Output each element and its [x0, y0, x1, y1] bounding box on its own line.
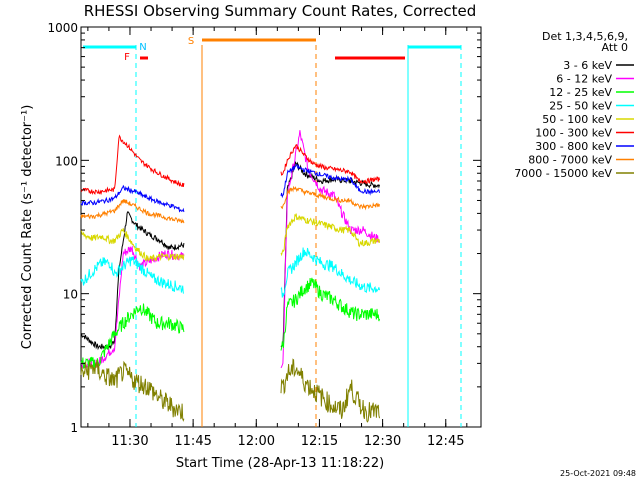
x-tick-label: 12:00	[238, 434, 275, 449]
x-tick-label: 11:45	[174, 434, 211, 449]
series-line-300-800kev	[80, 184, 185, 213]
y-tick-label: 10	[63, 288, 78, 302]
legend-header-line-1: Det 1,3,4,5,6,9,	[542, 30, 628, 43]
legend-label: 800 - 7000 keV	[528, 154, 612, 167]
legend-label: 50 - 100 keV	[542, 113, 612, 126]
series-line-800-7000kev	[280, 185, 380, 211]
series-layer	[80, 130, 380, 423]
series-line-800-7000kev	[80, 198, 185, 224]
y-axis-label: Corrected Count Rate (s⁻¹ detector⁻¹)	[20, 105, 35, 350]
annotation-f: F	[124, 52, 130, 63]
y-tick-label: 100	[55, 154, 78, 168]
series-line-3-6kev	[81, 211, 185, 351]
footer-date: 25-Oct-2021 09:48	[560, 469, 636, 478]
y-tick-label: 1000	[47, 21, 78, 35]
chart-title: RHESSI Observing Summary Count Rates, Co…	[84, 2, 477, 20]
series-line-12-25kev	[80, 303, 185, 371]
plot-frame	[80, 26, 482, 428]
series-line-25-50kev	[80, 255, 185, 294]
x-axis-label: Start Time (28-Apr-13 11:18:22)	[176, 456, 384, 471]
x-tick-label: 12:45	[427, 434, 464, 449]
series-line-25-50kev	[280, 247, 380, 298]
legend-label: 7000 - 15000 keV	[514, 167, 612, 180]
axis-ticks: 1 10 100 1000 11:30 11:45 12:00 12:15 12:30 12:45	[47, 21, 481, 449]
x-tick-label: 12:15	[301, 434, 338, 449]
x-tick-label: 12:30	[364, 434, 401, 449]
series-line-7000-15000kev	[80, 359, 185, 422]
series-line-100-300kev	[80, 134, 185, 196]
series-line-12-25kev	[280, 277, 380, 351]
event-markers: NF S	[83, 36, 462, 427]
series-line-300-800kev	[280, 163, 380, 199]
legend-label: 12 - 25 keV	[549, 86, 612, 99]
series-line-100-300kev	[280, 144, 380, 184]
y-tick-label: 1	[70, 421, 78, 435]
series-line-50-100kev	[280, 213, 380, 257]
legend-label: 25 - 50 keV	[549, 100, 612, 113]
series-line-50-100kev	[80, 228, 185, 262]
legend-label: 3 - 6 keV	[563, 59, 612, 72]
legend-header-line-2: Att 0	[602, 41, 628, 54]
legend-label: 6 - 12 keV	[556, 73, 612, 86]
annotation-s: S	[188, 36, 194, 47]
series-line-7000-15000kev	[280, 358, 380, 423]
legend-label: 300 - 800 keV	[535, 140, 612, 153]
legend-label: 100 - 300 keV	[535, 127, 612, 140]
annotation-n: N	[139, 42, 146, 53]
x-tick-label: 11:30	[111, 434, 148, 449]
